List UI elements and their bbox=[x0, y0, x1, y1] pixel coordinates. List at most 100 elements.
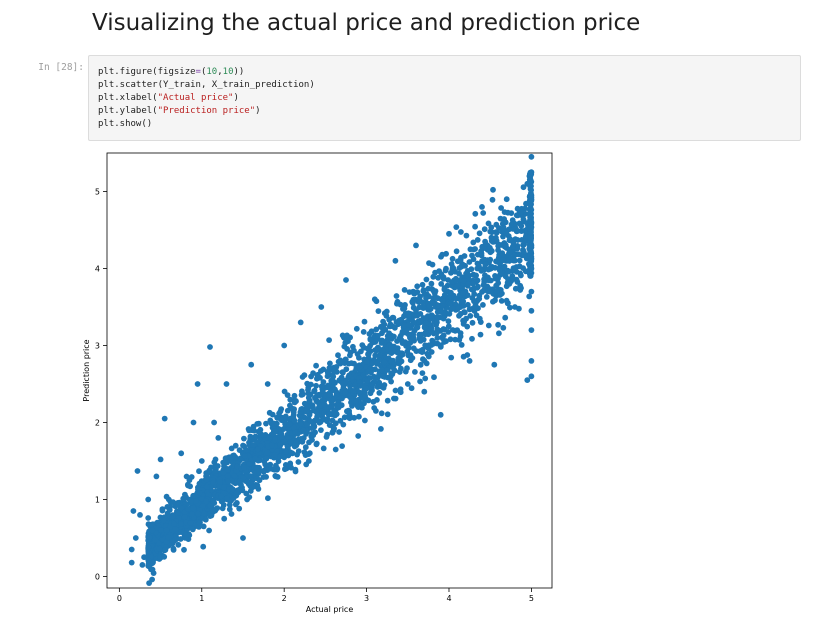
code-line-4: plt.ylabel("Prediction price") bbox=[98, 106, 261, 116]
scatter-point bbox=[479, 204, 485, 210]
scatter-point bbox=[452, 268, 458, 275]
scatter-point bbox=[500, 225, 507, 232]
scatter-point bbox=[218, 493, 225, 500]
scatter-point bbox=[186, 532, 193, 539]
scatter-point bbox=[236, 505, 243, 512]
scatter-point bbox=[492, 275, 499, 282]
scatter-point bbox=[313, 382, 319, 389]
scatter-point bbox=[416, 304, 423, 311]
scatter-point bbox=[440, 298, 446, 304]
scatter-point bbox=[362, 417, 368, 424]
x-tick-label: 3 bbox=[364, 594, 369, 603]
scatter-point bbox=[354, 351, 361, 357]
scatter-point bbox=[145, 549, 152, 556]
scatter-point bbox=[312, 429, 318, 436]
scatter-point bbox=[182, 491, 188, 498]
scatter-point bbox=[206, 527, 213, 534]
scatter-point bbox=[512, 285, 519, 292]
scatter-point bbox=[297, 319, 304, 326]
scatter-point bbox=[202, 516, 209, 523]
scatter-point bbox=[419, 281, 426, 288]
scatter-point bbox=[491, 361, 498, 368]
scatter-point bbox=[526, 211, 533, 218]
scatter-point bbox=[273, 462, 279, 469]
scatter-point bbox=[404, 381, 411, 387]
scatter-point bbox=[453, 224, 460, 231]
scatter-point bbox=[507, 304, 513, 311]
scatter-point bbox=[375, 308, 382, 314]
scatter-point bbox=[440, 315, 447, 322]
scatter-point bbox=[503, 230, 510, 237]
scatter-point bbox=[487, 288, 494, 295]
scatter-point bbox=[272, 436, 278, 443]
scatter-point bbox=[489, 196, 496, 203]
scatter-point bbox=[346, 372, 352, 379]
scatter-point bbox=[440, 275, 447, 282]
scatter-point bbox=[200, 523, 207, 530]
scatter-point bbox=[396, 369, 403, 375]
scatter-point bbox=[236, 478, 243, 484]
scatter-point bbox=[417, 378, 423, 385]
scatter-point bbox=[163, 538, 170, 545]
scatter-point bbox=[221, 484, 227, 491]
scatter-point bbox=[282, 462, 289, 468]
scatter-point bbox=[299, 391, 306, 398]
scatter-point bbox=[162, 547, 169, 553]
scatter-point bbox=[470, 256, 477, 263]
scatter-point bbox=[314, 417, 321, 423]
scatter-point bbox=[363, 358, 370, 365]
scatter-point bbox=[405, 331, 412, 338]
scatter-point bbox=[157, 456, 164, 463]
scatter-point bbox=[458, 342, 465, 348]
scatter-point bbox=[417, 317, 424, 324]
scatter-point bbox=[528, 153, 535, 160]
scatter-point bbox=[309, 437, 315, 443]
scatter-point bbox=[141, 554, 148, 561]
scatter-point bbox=[170, 545, 177, 552]
scatter-point bbox=[186, 477, 193, 484]
scatter-point bbox=[493, 234, 499, 241]
scatter-point bbox=[445, 323, 452, 330]
scatter-points bbox=[128, 153, 535, 586]
scatter-point bbox=[496, 330, 502, 337]
scatter-point bbox=[189, 511, 195, 517]
scatter-point bbox=[524, 180, 531, 187]
scatter-point bbox=[372, 347, 379, 353]
scatter-point bbox=[195, 510, 202, 517]
scatter-point bbox=[528, 373, 535, 380]
scatter-point bbox=[230, 495, 237, 501]
code-cell-input[interactable]: plt.figure(figsize=(10,10)) plt.scatter(Y… bbox=[88, 55, 801, 141]
scatter-point bbox=[203, 498, 209, 504]
scatter-point bbox=[303, 408, 310, 415]
y-axis-label: Prediction price bbox=[82, 339, 91, 401]
scatter-point bbox=[388, 344, 394, 351]
scatter-point bbox=[299, 374, 306, 380]
scatter-point bbox=[196, 489, 203, 496]
scatter-point bbox=[170, 499, 176, 505]
scatter-point bbox=[488, 248, 495, 254]
scatter-point bbox=[463, 232, 470, 239]
scatter-point bbox=[285, 443, 291, 450]
scatter-point bbox=[369, 381, 376, 388]
scatter-point bbox=[367, 375, 373, 381]
scatter-point bbox=[290, 409, 297, 415]
scatter-point bbox=[342, 389, 349, 396]
scatter-point bbox=[472, 246, 478, 252]
scatter-point bbox=[436, 268, 442, 274]
scatter-point bbox=[282, 466, 288, 473]
scatter-point bbox=[500, 220, 507, 227]
scatter-point bbox=[507, 236, 514, 243]
scatter-point bbox=[299, 406, 305, 412]
scatter-point bbox=[473, 312, 480, 319]
scatter-point bbox=[426, 303, 433, 310]
scatter-point bbox=[139, 562, 146, 568]
scatter-point bbox=[234, 500, 240, 506]
scatter-point bbox=[527, 273, 534, 279]
scatter-point bbox=[281, 438, 288, 445]
scatter-point bbox=[447, 300, 453, 307]
scatter-point bbox=[512, 304, 518, 310]
scatter-point bbox=[215, 435, 222, 441]
scatter-point bbox=[241, 464, 248, 471]
scatter-point bbox=[481, 256, 488, 263]
scatter-point bbox=[199, 503, 206, 509]
